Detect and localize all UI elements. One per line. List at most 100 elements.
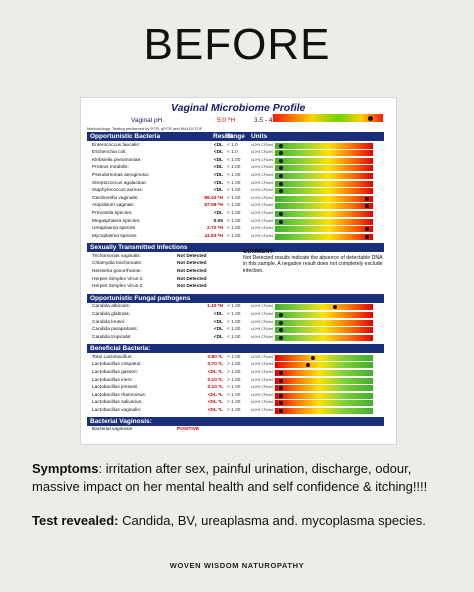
result-marker [278,312,283,317]
result-units: x10^5 CFU/ml [251,203,274,208]
analyte-name: Herpes Simplex Virus-2: [92,284,144,290]
result-scale-bar [275,400,373,407]
result-scale-bar [275,218,373,225]
column-header-result: Result [213,133,233,140]
analyte-name: Trichomonas vaginalis: [92,253,141,259]
section-title: Beneficial Bacteria: [90,345,151,353]
analyte-name: Megasphaera species: [92,218,141,224]
analyte-name: Lactobacillus iners: [92,377,133,383]
analyte-name: Enterococcus faecalis: [92,142,140,148]
result-marker [333,305,338,310]
comment-box: COMMENT: Not Detected results indicate th… [243,249,383,274]
section-title: Opportunistic Bacteria [90,133,161,140]
section-header: Beneficial Bacteria: [87,344,384,354]
test-label: Test revealed: [32,513,119,528]
column-header-range: Range [225,133,245,140]
symptoms-text: : irritation after sex, painful urinatio… [32,461,428,494]
result-row: Candida glabrata: <DL < 1.00 x10^5 CFU/ml [87,311,384,319]
reference-range: < 1.00 [227,203,241,209]
result-marker [278,166,283,171]
result-units: x10^6 CFU/ml [251,385,274,390]
result-row: Gardnerella vaginalis: 89.43 *H < 1.00 x10^… [87,195,384,203]
analyte-result: 1.10 *H [207,304,223,310]
analyte-result: <DL [213,165,223,171]
result-row: Staphylococcus aureus: <DL < 1.00 x10^5 CFU… [87,187,384,195]
result-row: Lactobacillus rhamnosus: <DL *L > 1.00 x10^… [87,392,384,400]
column-header-units: Units [251,133,268,140]
result-units: x10^5 CFU/ml [251,150,274,155]
result-units: x10^5 CFU/ml [251,195,274,200]
result-units: x10^5 CFU/ml [251,180,274,185]
analyte-result: 0.80 *L [207,354,223,360]
analyte-name: Chlamydia trachomatis: [92,261,143,267]
result-row: Megasphaera species: 0.05 < 1.00 x10^5 CFU/… [87,218,384,226]
result-scale-bar [275,385,373,392]
result-marker [278,378,283,383]
result-scale-bar [275,165,373,172]
reference-range: < 1.00 [227,165,241,171]
reference-range: < 1.0 [227,142,238,148]
symptoms-label: Symptoms [32,461,99,476]
result-marker [278,335,283,340]
analyte-result: <DL [213,142,223,148]
result-marker [278,173,283,178]
reference-range: < 1.0 [227,150,238,156]
analyte-result: 0.70 *L [207,362,223,368]
result-row: Total Lactobacillus: 0.80 *L > 1.00 x10^6 C… [87,354,384,362]
result-row: Lactobacillus iners: 0.10 *L > 1.00 x10^6 C… [87,377,384,385]
analyte-name: Lactobacillus rhamnosus: [92,392,147,398]
result-row: Lactobacillus salivarius: <DL *L > 1.00 x10… [87,399,384,407]
analyte-name: Atopobium vaginae: [92,203,135,209]
section-header: Sexually Transmitted Infections [87,243,384,253]
result-marker [310,355,315,360]
analyte-result: Not Detected [177,284,207,290]
result-row: Herpes Simplex Virus-1: Not Detected [87,276,384,284]
result-row: Klebsiella pneumoniae: <DL < 1.00 x10^5 CFU… [87,157,384,165]
analyte-name: Gardnerella vaginalis: [92,195,139,201]
section-title: Bacterial Vaginosis: [90,417,152,425]
report-title: Vaginal Microbiome Profile [171,102,306,114]
analyte-name: Candida krusei: [92,319,126,325]
methodology-note: Methodology: Testing performed by PCR, q… [87,126,203,131]
brand-footer: WOVEN WISDOM NATUROPATHY [169,561,305,570]
analyte-result: Not Detected [177,276,207,282]
result-scale-bar [275,334,373,341]
analyte-name: Ureaplasma species [92,226,136,232]
result-scale-bar [275,319,373,326]
result-scale-bar [275,157,373,164]
section-title: Sexually Transmitted Infections [90,244,188,252]
analyte-result: 2.72 *H [207,226,223,232]
result-marker [278,401,283,406]
result-marker [365,196,370,201]
reference-range: < 1.00 [227,334,241,340]
reference-range: > 1.00 [227,392,241,398]
result-marker [278,158,283,163]
result-row: Bacterial vaginosis POSITIVE [87,426,384,434]
ph-label: Vaginal pH. [131,117,165,124]
result-row: Trichomonas vaginalis: Not Detected [87,253,384,261]
analyte-name: Escherichia coli: [92,150,127,156]
result-row: Lactobacillus crispatus: 0.70 *L > 1.00 x10… [87,361,384,369]
result-scale-bar [275,370,373,376]
analyte-name: Mycoplasma species [92,233,137,239]
result-units: x10^5 CFU/ml [251,172,274,177]
section-title: Opportunistic Fungal pathogens [90,294,191,302]
analyte-result: POSITIVE [177,427,200,433]
analyte-result: <DL *L [207,370,223,375]
result-units: x10^6 CFU/ml [251,354,274,359]
result-units: x10^5 CFU/ml [251,188,274,193]
result-row: Candida tropicalis: <DL < 1.00 x10^5 CFU/ml [87,334,384,342]
reference-range: < 1.00 [227,304,241,310]
analyte-result: <DL *L [207,408,223,413]
reference-range: < 1.00 [227,319,241,325]
result-scale-bar [275,226,373,233]
result-marker [278,371,283,375]
reference-range: > 1.00 [227,400,241,406]
ph-range: 3.5 - 4.5 [254,117,278,124]
result-units: x10^6 CFU/ml [251,408,274,412]
symptoms-paragraph: Symptoms: irritation after sex, painful … [32,460,452,496]
result-row: Atopobium vaginae: 67.08 *H < 1.00 x10^5 CF… [87,202,384,210]
result-marker [278,409,283,413]
reference-range: < 1.00 [227,233,241,239]
lab-report: Vaginal Microbiome Profile Vaginal pH. 5… [80,97,397,445]
